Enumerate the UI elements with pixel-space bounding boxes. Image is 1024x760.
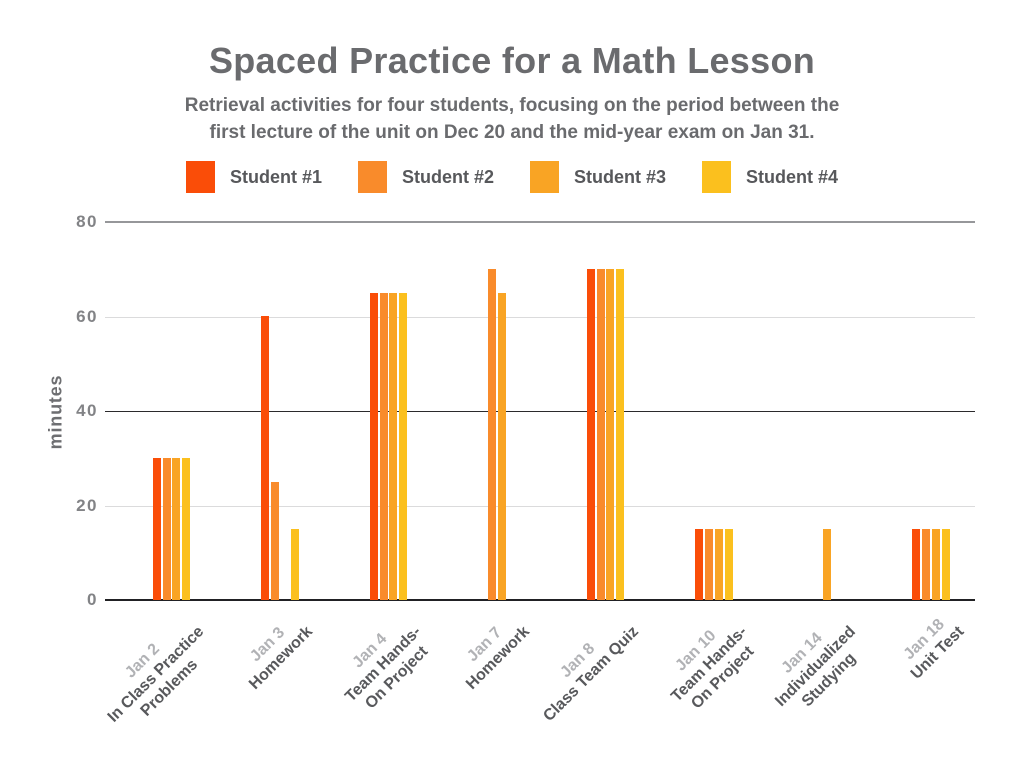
x-tick-label-text: Jan 10 Team Hands- On Project <box>654 609 765 720</box>
bar-2-Jan3 <box>271 482 280 600</box>
bar-3-Jan7 <box>497 293 506 600</box>
legend-item-student-2: Student #2 <box>357 161 494 193</box>
bar-4-Jan8 <box>616 269 625 600</box>
gridline-20 <box>105 505 975 507</box>
legend-item-student-4: Student #4 <box>702 161 838 193</box>
bar-2-Jan4 <box>379 293 388 600</box>
chart-subtitle: Retrieval activities for four students, … <box>0 92 1024 146</box>
bar-1-Jan3 <box>261 316 270 600</box>
bar-2-Jan18 <box>922 529 931 600</box>
legend-swatch-student-4 <box>702 161 732 193</box>
bar-2-Jan10 <box>705 529 714 600</box>
gridline-40 <box>105 411 975 412</box>
bar-1-Jan8 <box>586 269 595 600</box>
bar-3-Jan2 <box>172 458 181 600</box>
bar-1-Jan10 <box>695 529 704 600</box>
bar-3-Jan10 <box>714 529 723 600</box>
y-tick-label-80: 80 <box>76 212 98 231</box>
bar-1-Jan18 <box>912 529 921 600</box>
legend-label-student-1: Student #1 <box>229 166 322 187</box>
bar-4-Jan2 <box>182 458 191 600</box>
x-tick-label-text: Jan 8 Class Team Quiz <box>526 609 643 726</box>
x-tick-label-text: Jan 2 In Class Practice Problems <box>91 609 222 740</box>
bar-4-Jan3 <box>290 529 299 600</box>
bar-3-Jan14 <box>823 529 832 600</box>
bar-3-Jan4 <box>389 293 398 600</box>
bar-4-Jan10 <box>724 529 733 600</box>
gridline-0 <box>105 599 975 601</box>
bar-1-Jan4 <box>369 293 378 600</box>
bar-2-Jan2 <box>162 458 171 600</box>
subtitle-line-1: Retrieval activities for four students, … <box>184 95 840 116</box>
x-tick-label-text: Jan 4 Team Hands- On Project <box>328 609 439 720</box>
legend-swatch-student-1 <box>185 161 215 193</box>
y-tick-label-20: 20 <box>76 495 98 515</box>
bar-4-Jan4 <box>399 293 408 600</box>
legend-item-student-3: Student #3 <box>530 161 666 193</box>
legend-swatch-student-2 <box>357 161 387 193</box>
legend-label-student-3: Student #3 <box>574 166 667 187</box>
x-tick-label-text: Jan 7 Homework <box>449 609 534 694</box>
x-tick-label-text: Jan 14 Individualized Studying <box>758 609 873 724</box>
bar-2-Jan8 <box>596 269 605 600</box>
x-tick-label-text: Jan 3 Homework <box>232 609 317 694</box>
bar-2-Jan7 <box>488 269 497 600</box>
y-tick-label-0: 0 <box>87 590 98 609</box>
gridline-60 <box>105 316 975 318</box>
bar-4-Jan18 <box>941 529 950 600</box>
x-tick-label-text: Jan 18 Unit Test <box>893 609 967 683</box>
legend-label-student-4: Student #4 <box>746 166 839 187</box>
bar-3-Jan8 <box>606 269 615 600</box>
legend-label-student-2: Student #2 <box>401 166 494 187</box>
y-tick-label-60: 60 <box>76 306 98 326</box>
subtitle-line-2: first lecture of the unit on Dec 20 and … <box>209 122 815 143</box>
legend-item-student-1: Student #1 <box>185 161 322 193</box>
y-tick-label-40: 40 <box>76 401 98 420</box>
bar-1-Jan2 <box>152 458 161 600</box>
legend-swatch-student-3 <box>530 161 559 193</box>
chart-title: Spaced Practice for a Math Lesson <box>208 40 816 81</box>
legend: Student #1 Student #2 Student #3 Student #4 <box>0 161 1024 193</box>
bar-3-Jan18 <box>931 529 940 600</box>
gridline-80 <box>105 221 975 223</box>
